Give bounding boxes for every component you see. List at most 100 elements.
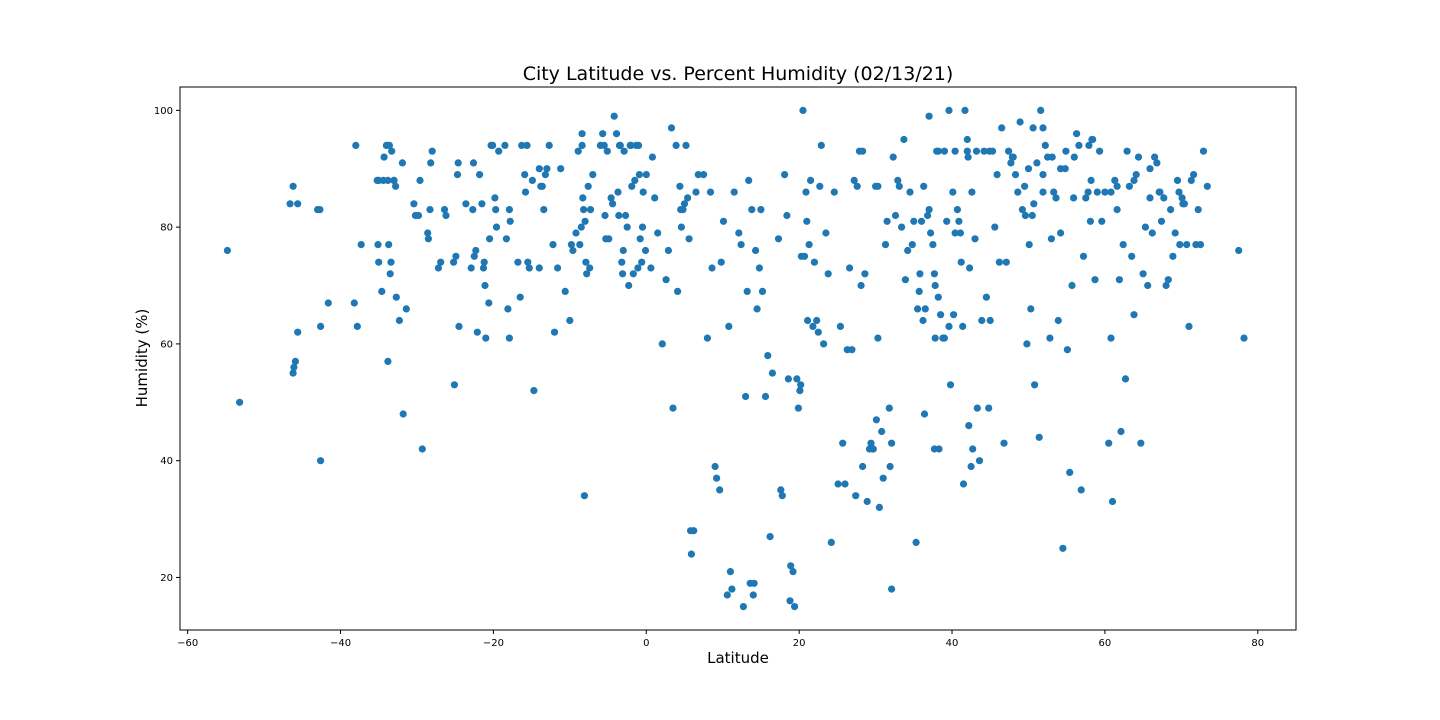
data-point xyxy=(961,106,969,114)
data-point xyxy=(1035,433,1043,441)
data-point xyxy=(1175,188,1183,196)
data-point xyxy=(814,328,822,336)
data-point xyxy=(1130,176,1138,184)
data-point xyxy=(535,165,543,173)
data-point xyxy=(577,223,585,231)
data-point xyxy=(1024,165,1033,173)
data-point xyxy=(410,200,418,208)
data-point xyxy=(1093,188,1101,196)
data-point xyxy=(1128,252,1136,260)
x-tick-label: 40 xyxy=(946,638,959,649)
data-point xyxy=(797,381,805,389)
data-point xyxy=(748,206,756,214)
data-point xyxy=(750,579,758,587)
data-point xyxy=(375,176,383,184)
data-point xyxy=(572,229,580,237)
data-point xyxy=(1007,159,1015,167)
data-point xyxy=(473,328,481,336)
data-point xyxy=(580,492,589,500)
data-point xyxy=(579,194,587,202)
data-point xyxy=(434,264,442,272)
data-point xyxy=(1240,334,1248,342)
data-point xyxy=(711,462,719,471)
data-point xyxy=(934,293,942,301)
data-point xyxy=(535,264,543,272)
data-point xyxy=(450,381,458,389)
y-tick-label: 20 xyxy=(160,573,173,584)
data-point xyxy=(599,130,607,138)
data-point xyxy=(723,591,731,599)
y-tick-label: 100 xyxy=(154,106,173,117)
data-point xyxy=(324,299,332,307)
data-point xyxy=(619,246,627,255)
data-point xyxy=(578,141,586,149)
data-point xyxy=(1178,194,1186,202)
data-point xyxy=(1059,544,1067,552)
data-point xyxy=(631,176,639,184)
data-point xyxy=(949,188,957,196)
data-point xyxy=(1171,229,1179,237)
data-point xyxy=(294,328,302,336)
data-point xyxy=(481,281,489,290)
data-point xyxy=(964,153,972,161)
data-point xyxy=(703,334,712,342)
data-point xyxy=(1130,311,1138,319)
data-point xyxy=(639,188,647,196)
data-point xyxy=(717,258,725,266)
data-point xyxy=(1203,182,1211,190)
data-point xyxy=(804,316,812,325)
data-point xyxy=(290,363,298,371)
data-point xyxy=(450,258,458,266)
data-point xyxy=(1173,176,1182,184)
data-point xyxy=(1014,188,1022,196)
data-point xyxy=(385,141,393,149)
data-point xyxy=(518,141,526,149)
data-point xyxy=(789,568,797,576)
data-point xyxy=(841,480,849,488)
data-point xyxy=(879,474,887,482)
data-point xyxy=(920,410,929,418)
data-point xyxy=(658,340,666,348)
data-point xyxy=(891,211,900,220)
data-point xyxy=(380,153,388,161)
data-point xyxy=(677,223,686,231)
data-point xyxy=(603,147,611,155)
data-point xyxy=(874,182,882,190)
data-point xyxy=(516,293,524,301)
y-tick-label: 40 xyxy=(160,456,173,467)
data-point xyxy=(998,124,1006,132)
data-point xyxy=(850,176,858,184)
data-point xyxy=(402,305,410,313)
data-point xyxy=(1066,468,1074,476)
data-point xyxy=(470,252,478,260)
data-point xyxy=(491,194,499,202)
data-point xyxy=(834,480,842,488)
data-point xyxy=(223,246,231,255)
data-point xyxy=(1132,171,1140,179)
data-point xyxy=(1235,246,1243,255)
data-point xyxy=(966,264,974,272)
x-tick-label: 0 xyxy=(643,638,649,649)
data-point xyxy=(469,206,477,214)
data-point xyxy=(965,422,973,430)
data-point xyxy=(1156,188,1164,196)
data-point xyxy=(557,165,565,173)
data-point xyxy=(316,206,324,214)
data-point xyxy=(706,188,715,196)
data-point xyxy=(830,188,838,196)
data-point xyxy=(390,176,398,184)
data-point xyxy=(440,206,449,214)
data-point xyxy=(956,229,965,237)
data-point xyxy=(1125,182,1133,190)
data-point xyxy=(620,147,628,155)
data-point xyxy=(927,229,935,237)
data-point xyxy=(940,147,949,155)
data-point xyxy=(462,200,470,208)
data-point xyxy=(1057,165,1065,173)
data-point xyxy=(787,562,795,570)
data-point xyxy=(1108,497,1117,506)
data-point xyxy=(921,305,929,313)
data-point xyxy=(478,200,486,208)
data-point xyxy=(900,135,908,144)
data-point xyxy=(374,241,382,249)
